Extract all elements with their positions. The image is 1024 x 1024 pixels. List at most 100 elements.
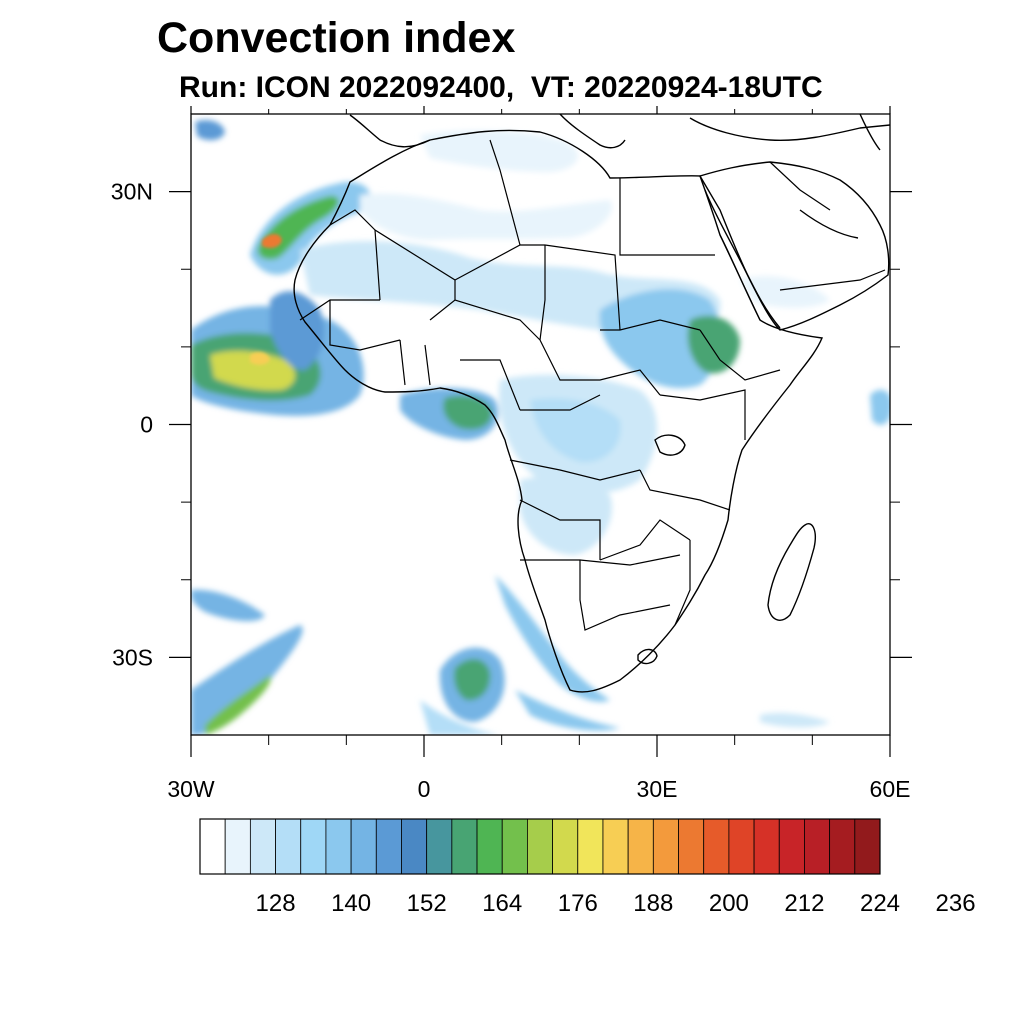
colorbar-label: 212 [784, 890, 824, 917]
border-17 [519, 499, 601, 560]
colorbar-swatch [476, 818, 503, 875]
border-1 [329, 209, 381, 301]
colorbar-swatch [627, 818, 654, 875]
border-21 [674, 540, 691, 626]
colorbar-swatch [778, 818, 805, 875]
colorbar-swatch [753, 818, 780, 875]
border-15 [509, 459, 641, 481]
africa-coastline [293, 129, 823, 693]
greece-turkey [689, 117, 890, 142]
colorbar-frame [199, 818, 881, 875]
border-18 [520, 554, 681, 566]
lon-tick-label: 30W [167, 776, 215, 802]
border-22 [399, 339, 431, 386]
border-25 [719, 234, 761, 321]
border-5 [539, 245, 546, 341]
border-23 [329, 300, 401, 351]
colorbar-swatch [249, 818, 276, 875]
colorbar-label: 152 [407, 890, 447, 917]
colorbar-swatch [703, 818, 730, 875]
map-title: Convection index [157, 14, 516, 62]
field-tropical-yellow [210, 350, 296, 391]
colorbar-swatch [325, 818, 352, 875]
colorbar-swatch [451, 818, 478, 875]
field-sudan [599, 289, 721, 389]
border-9 [429, 299, 541, 341]
colorbar-swatch [804, 818, 831, 875]
colorbar-label: 128 [256, 890, 296, 917]
red-sea [704, 189, 781, 329]
colorbar-label: 164 [482, 890, 522, 917]
border-26 [779, 269, 886, 291]
colorbar-swatch [728, 818, 755, 875]
field-canary-red [262, 234, 282, 248]
field-south-central [520, 476, 612, 555]
field-sahara-n [360, 193, 612, 240]
map-subtitle: Run: ICON 2022092400, VT: 20220924-18UTC [179, 71, 823, 104]
field-sw-atlantic-1 [191, 589, 265, 622]
field-east-edge [870, 389, 890, 425]
coastlines [293, 114, 890, 693]
caspian [859, 114, 881, 151]
field-north [420, 130, 579, 172]
colorbar-swatch [678, 818, 705, 875]
colorbar-swatch [552, 818, 579, 875]
colorbar-swatch [199, 818, 226, 875]
field-swirl-1 [495, 575, 610, 702]
field-sw-atlantic-core [205, 675, 271, 735]
colorbar-swatch [224, 818, 251, 875]
border-24 [460, 359, 521, 411]
colorbar-label: 176 [558, 890, 598, 917]
colorbar-swatch [854, 818, 881, 875]
border-11 [600, 319, 701, 331]
field-guinea-core [443, 395, 492, 430]
colorbar-swatch [501, 818, 528, 875]
lake-victoria [654, 434, 686, 456]
field-tropical-orange [250, 352, 270, 365]
persian-gulf [799, 209, 859, 239]
colorbar-label: 224 [860, 890, 900, 917]
field-sw-atlantic-2 [191, 625, 303, 735]
country-borders [299, 139, 886, 631]
lon-tick-label: 0 [418, 776, 431, 802]
colorbar-label: 236 [936, 890, 976, 917]
lon-tick-label: 60E [870, 776, 911, 802]
colorbar-swatch [527, 818, 553, 875]
border-4 [489, 139, 521, 246]
colorbar-swatch [350, 818, 377, 875]
colorbar-label: 200 [709, 890, 749, 917]
field-central-2 [530, 398, 621, 463]
border-10 [539, 339, 661, 396]
italy [559, 114, 626, 149]
border-27 [769, 161, 831, 211]
lat-tick-label: 30N [111, 179, 153, 205]
europe-coast [349, 114, 431, 148]
border-7 [619, 178, 715, 256]
field-wa-coast [270, 291, 325, 371]
colorbar-label: 188 [633, 890, 673, 917]
border-19 [579, 560, 671, 631]
field-se-indian [760, 712, 830, 728]
lon-tick-label: 30E [637, 776, 678, 802]
field-swirl-3 [420, 700, 500, 735]
lesotho [637, 648, 658, 665]
colorbar: 128 140 152 164 176 188 200 212 224 236 [199, 818, 976, 917]
border-16 [639, 469, 731, 511]
border-12 [699, 329, 781, 381]
lat-tick-label: 0 [140, 412, 153, 438]
border-6 [544, 244, 621, 331]
field-cyclone-core [454, 659, 491, 701]
colorbar-swatch [300, 818, 327, 875]
border-13 [659, 389, 746, 440]
madagascar [767, 523, 816, 621]
field-swirl-2 [515, 690, 620, 731]
convection-field [191, 120, 890, 735]
colorbar-swatch [652, 818, 679, 875]
colorbar-swatch [375, 818, 402, 875]
field-topleft [195, 120, 225, 141]
colorbar-swatch [602, 818, 629, 875]
field-arabia [740, 276, 830, 308]
colorbar-swatch [577, 818, 604, 875]
colorbar-label: 140 [331, 890, 371, 917]
